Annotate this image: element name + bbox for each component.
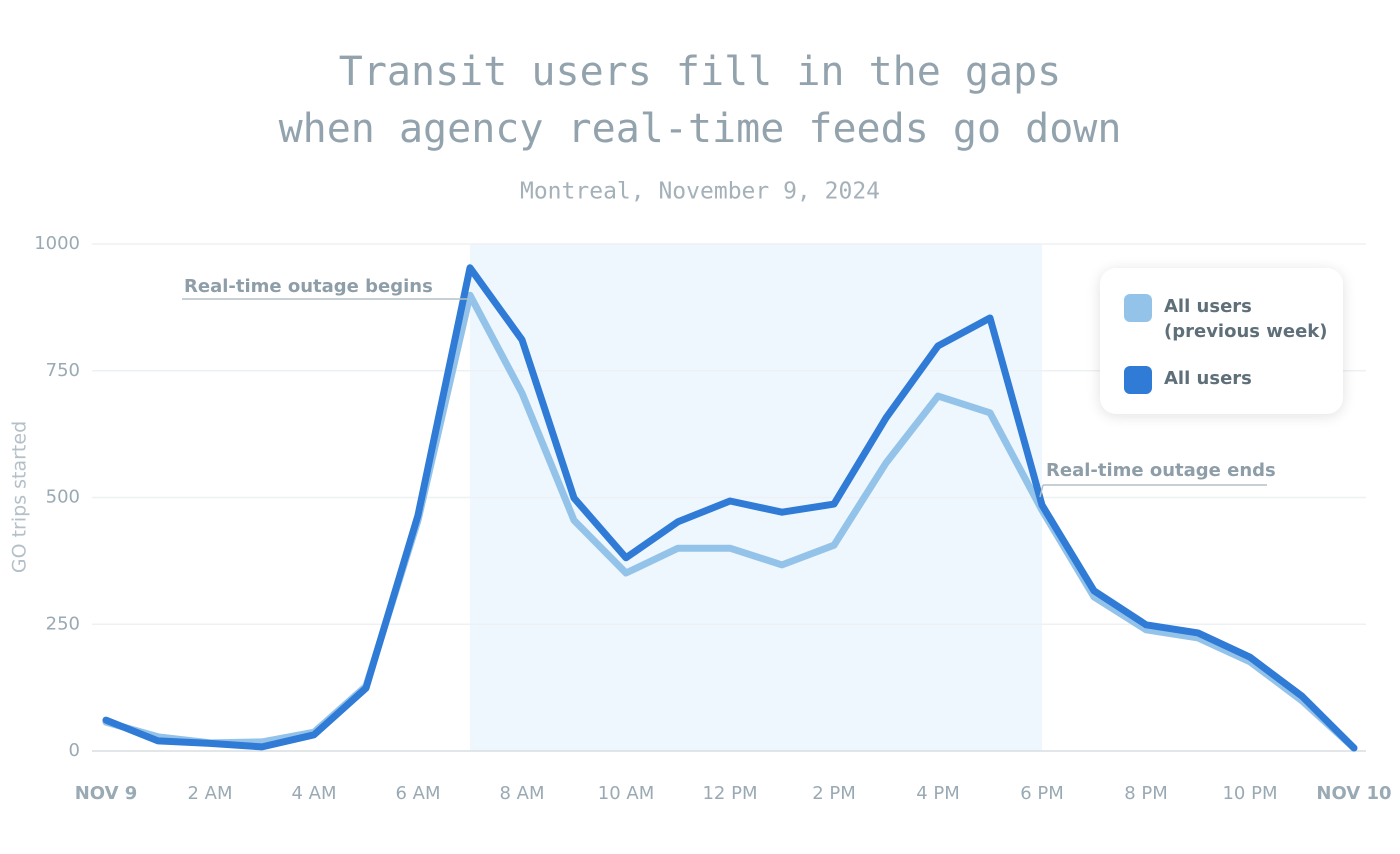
series-line	[102, 264, 1358, 752]
x-tick-label: 10 PM	[1222, 783, 1277, 804]
x-tick-label: 4 AM	[291, 783, 336, 804]
legend: All users (previous week) All users	[1100, 268, 1343, 414]
x-tick-label: NOV 9	[75, 783, 138, 804]
chart-subtitle: Montreal, November 9, 2024	[520, 179, 880, 205]
legend-item: All users	[1124, 366, 1329, 394]
x-tick-label: 8 PM	[1124, 783, 1168, 804]
x-tick-label: 4 PM	[916, 783, 960, 804]
chart-title: Transit users fill in the gaps	[339, 49, 1061, 95]
y-tick-label: 1000	[34, 233, 80, 254]
y-tick-label: 500	[46, 487, 80, 508]
x-tick-label: 2 PM	[812, 783, 856, 804]
x-tick-label: 6 PM	[1020, 783, 1064, 804]
x-tick-label: 12 PM	[702, 783, 757, 804]
annotation-text: Real-time outage begins	[184, 276, 433, 297]
x-tick-label: NOV 10	[1316, 783, 1391, 804]
chart-title: when agency real-time feeds go down	[279, 106, 1122, 152]
x-tick-label: 10 AM	[598, 783, 654, 804]
y-tick-label: 0	[69, 740, 80, 761]
x-tick-label: 6 AM	[395, 783, 440, 804]
annotation-line	[1039, 484, 1044, 498]
legend-item: All users (previous week)	[1124, 294, 1329, 344]
y-tick-label: 250	[46, 613, 80, 634]
y-tick-label: 750	[46, 360, 80, 381]
x-tick-label: 8 AM	[499, 783, 544, 804]
legend-swatch	[1124, 366, 1152, 394]
y-axis-label: GO trips started	[9, 421, 31, 573]
legend-label: All users	[1164, 368, 1252, 389]
legend-swatch	[1124, 294, 1152, 322]
x-tick-label: 2 AM	[187, 783, 232, 804]
legend-label: All users (previous week)	[1164, 296, 1328, 342]
annotation-text: Real-time outage ends	[1046, 460, 1276, 481]
